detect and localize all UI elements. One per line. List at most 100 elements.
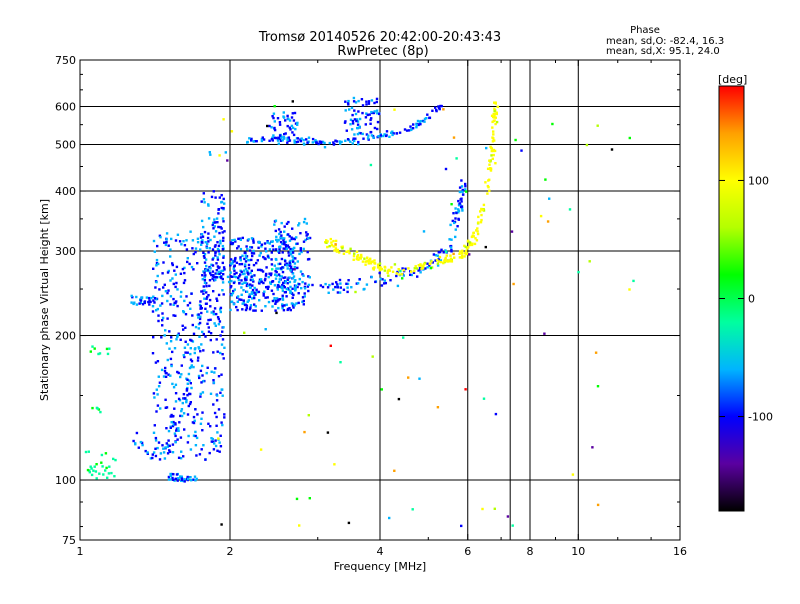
echo-point <box>221 353 224 356</box>
noise-point <box>485 146 488 150</box>
echo-point <box>291 272 295 275</box>
echo-point <box>210 195 214 199</box>
echo-point <box>243 272 246 275</box>
echo-point <box>293 265 296 269</box>
echo-point <box>202 332 205 336</box>
echo-point <box>288 264 291 267</box>
echo-point <box>289 128 292 131</box>
echo-point <box>356 254 360 257</box>
echo-point <box>189 230 192 233</box>
echo-point <box>298 277 301 281</box>
echo-point <box>89 350 92 353</box>
echo-point <box>303 292 306 295</box>
echo-point <box>281 237 284 240</box>
echo-point <box>280 285 284 289</box>
echo-point <box>169 357 173 361</box>
echo-point <box>291 258 295 262</box>
colorbar-label: [deg] <box>718 73 747 86</box>
echo-point <box>439 259 443 262</box>
echo-point <box>307 236 310 240</box>
echo-point <box>161 444 164 447</box>
echo-points <box>84 96 635 528</box>
echo-point <box>355 118 359 121</box>
noise-point <box>493 507 496 510</box>
echo-point <box>329 237 332 241</box>
echo-point <box>206 322 209 325</box>
echo-point <box>165 372 168 375</box>
echo-point <box>412 271 416 274</box>
echo-point <box>200 290 203 293</box>
echo-point <box>171 424 175 428</box>
echo-point <box>201 278 204 281</box>
echo-point <box>330 241 333 244</box>
echo-point <box>93 465 96 468</box>
echo-point <box>336 291 340 294</box>
x-tick-label: 2 <box>227 545 234 558</box>
echo-point <box>156 393 159 396</box>
echo-point <box>274 302 277 305</box>
echo-point <box>284 132 287 135</box>
echo-point <box>213 371 216 374</box>
echo-point <box>233 275 236 278</box>
echo-point <box>252 263 256 267</box>
echo-point <box>207 240 210 243</box>
echo-point <box>264 296 267 299</box>
echo-point <box>209 267 212 270</box>
echo-point <box>434 106 437 109</box>
echo-point <box>223 268 226 271</box>
echo-point <box>230 285 233 288</box>
echo-point <box>302 274 305 277</box>
echo-point <box>338 278 342 282</box>
echo-point <box>186 260 189 264</box>
echo-point <box>222 220 225 223</box>
echo-point <box>171 451 175 454</box>
echo-point <box>493 107 496 110</box>
echo-point <box>407 129 411 132</box>
echo-point <box>375 97 379 101</box>
echo-point <box>157 319 160 323</box>
echo-point <box>199 236 203 239</box>
echo-point <box>387 268 390 272</box>
echo-point <box>349 123 352 126</box>
echo-point <box>210 311 213 314</box>
echo-point <box>352 137 355 140</box>
echo-point <box>237 276 240 280</box>
echo-point <box>113 475 116 478</box>
echo-point <box>317 142 320 146</box>
echo-point <box>148 303 151 306</box>
echo-point <box>340 140 343 144</box>
echo-point <box>439 250 442 254</box>
echo-point <box>192 478 195 481</box>
echo-point <box>272 292 275 296</box>
echo-point <box>490 147 494 150</box>
echo-point <box>177 456 181 459</box>
echo-point <box>207 232 210 235</box>
echo-point <box>290 237 293 241</box>
noise-point <box>543 332 546 335</box>
echo-point <box>185 400 188 404</box>
echo-point <box>212 381 216 384</box>
echo-point <box>198 317 202 321</box>
echo-point <box>258 299 261 302</box>
echo-point <box>179 457 183 460</box>
echo-point <box>159 407 162 410</box>
colorbar-tick-label: -100 <box>748 411 773 424</box>
echo-point <box>396 270 399 274</box>
echo-point <box>281 294 284 297</box>
echo-point <box>168 330 171 333</box>
echo-point <box>357 140 360 144</box>
echo-point <box>206 310 209 313</box>
echo-point <box>454 207 457 210</box>
echo-point <box>222 254 225 258</box>
echo-point <box>194 251 197 254</box>
echo-point <box>199 395 202 398</box>
echo-point <box>314 139 317 142</box>
echo-point <box>346 101 350 105</box>
echo-point <box>184 351 187 354</box>
echo-point <box>464 185 467 188</box>
echo-point <box>190 292 193 295</box>
echo-point <box>357 142 360 146</box>
echo-point <box>130 301 133 304</box>
echo-point <box>212 221 215 225</box>
echo-point <box>294 127 297 131</box>
